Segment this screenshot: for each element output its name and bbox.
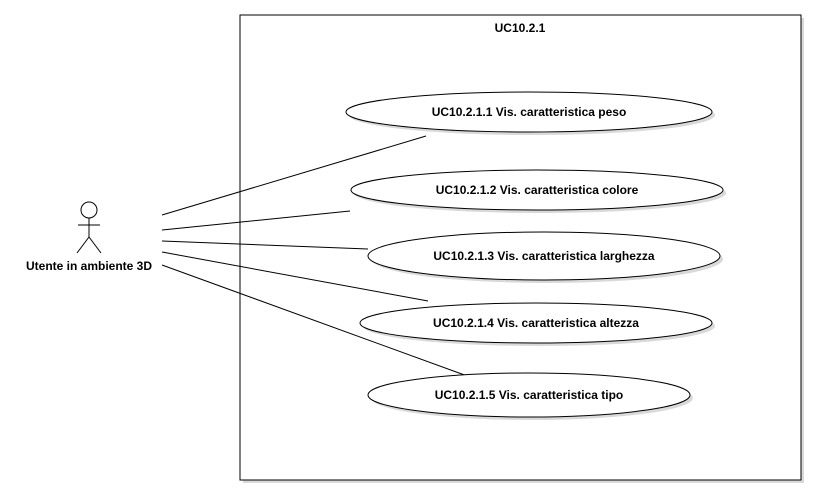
use-case-label-uc5: UC10.2.1.5 Vis. caratteristica tipo bbox=[435, 388, 624, 402]
use-case-uc2[interactable] bbox=[350, 169, 724, 211]
actor-head bbox=[80, 201, 98, 219]
use-case-label-uc1: UC10.2.1.1 Vis. caratteristica peso bbox=[432, 105, 627, 119]
stick-figure-icon[interactable] bbox=[76, 201, 102, 254]
association-line-uc1 bbox=[161, 135, 427, 216]
association-line-uc5 bbox=[161, 264, 471, 378]
use-case-label-uc2: UC10.2.1.2 Vis. caratteristica colore bbox=[436, 183, 639, 197]
use-case-uc1[interactable] bbox=[345, 91, 713, 133]
system-title: UC10.2.1 bbox=[495, 21, 546, 35]
association-line-uc2 bbox=[161, 210, 351, 231]
association-line-uc3 bbox=[161, 240, 369, 250]
use-case-label-uc3: UC10.2.1.3 Vis. caratteristica larghezza bbox=[433, 249, 655, 263]
use-case-uc4[interactable] bbox=[359, 302, 713, 344]
association-line-uc4 bbox=[161, 251, 429, 302]
use-case-uc3[interactable] bbox=[367, 231, 721, 281]
use-case-label-uc4: UC10.2.1.4 Vis. caratteristica altezza bbox=[433, 316, 639, 330]
actor-right-leg bbox=[88, 236, 102, 254]
actor-label: Utente in ambiente 3D bbox=[26, 259, 152, 273]
actor-left-leg bbox=[76, 236, 90, 254]
use-case-uc5[interactable] bbox=[367, 372, 691, 418]
